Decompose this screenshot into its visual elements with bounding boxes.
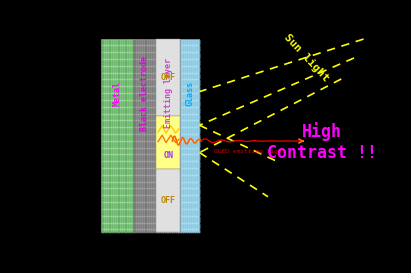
Bar (101, 39, 133, 233)
Bar (157, 169, 180, 233)
Text: OFF: OFF (161, 196, 176, 205)
Bar (180, 39, 199, 233)
Text: Metal: Metal (112, 81, 121, 106)
Text: OLED emitting light: OLED emitting light (214, 149, 285, 154)
Text: Glass: Glass (185, 81, 194, 106)
Bar (157, 116, 180, 169)
Text: OFF: OFF (161, 73, 176, 82)
Text: Emitting layer: Emitting layer (164, 58, 173, 128)
Text: ON: ON (164, 151, 173, 160)
Text: Sun light: Sun light (282, 32, 330, 84)
Text: High
Contrast !!: High Contrast !! (267, 122, 377, 162)
Bar (157, 39, 180, 116)
Bar (133, 39, 157, 233)
Bar (157, 39, 180, 233)
Text: Black electrode: Black electrode (140, 56, 149, 131)
